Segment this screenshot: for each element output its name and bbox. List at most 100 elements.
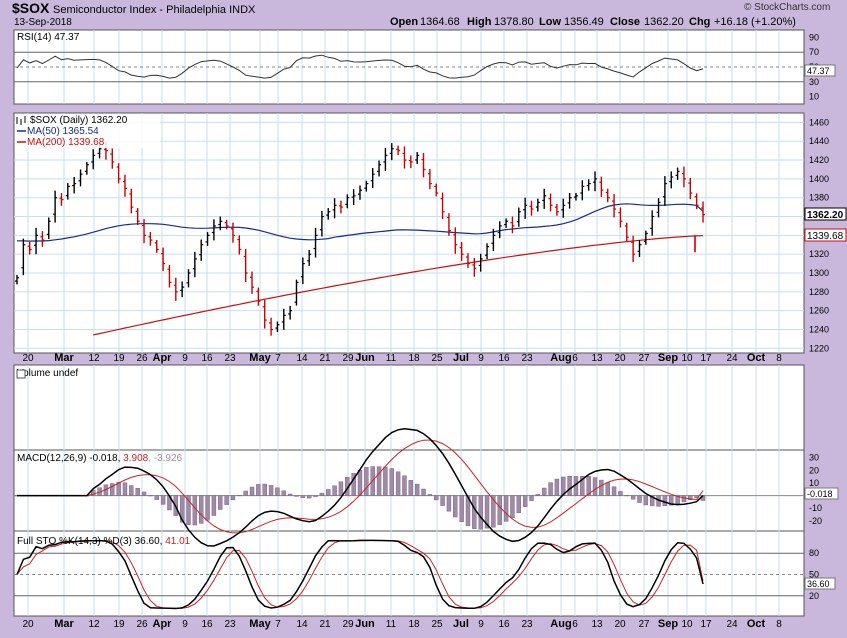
price-tick-label: 1440 xyxy=(809,136,829,146)
macd-hist-bar xyxy=(179,495,185,523)
price-label: $SOX (Daily) 1362.20 xyxy=(30,115,128,126)
macd-hist-bar xyxy=(326,489,331,496)
x-tick-label: 24 xyxy=(726,353,738,364)
macd-hist-bar xyxy=(510,495,515,519)
x-tick-label: 27 xyxy=(638,619,650,630)
sto-tick-label: 80 xyxy=(809,548,819,558)
x-tick-label: Aug xyxy=(550,618,571,630)
macd-hist-bar xyxy=(338,481,344,496)
macd-hist-bar xyxy=(453,495,458,518)
close-label: Close xyxy=(610,16,640,28)
macd-hist-bar xyxy=(135,487,140,496)
x-tick-label: Apr xyxy=(153,618,173,630)
macd-value-badge: -0.018 xyxy=(807,489,833,499)
rsi-value-badge: 47.37 xyxy=(807,66,830,76)
ma200-line xyxy=(93,235,704,336)
sto-layer xyxy=(14,539,804,610)
x-axis-price: 20 Mar 12 19 26 Apr 9 16 23 May 7 14 21 29 Jun 11 18 25 Ju… xyxy=(22,352,782,364)
macd-hist-bar xyxy=(224,495,229,505)
macd-hist-bar xyxy=(497,495,502,525)
x-tick-label: 16 xyxy=(498,619,510,630)
x-tick-label: 20 xyxy=(22,353,34,364)
price-legend: $SOX (Daily) 1362.20 MA(50) 1365.54 MA(2… xyxy=(15,114,160,148)
macd-hist-bar xyxy=(669,495,674,506)
rsi-value-badge-box xyxy=(804,64,836,77)
rsi-label: RSI(14) 47.37 xyxy=(17,32,80,43)
macd-hist-bar xyxy=(268,485,274,496)
sto-tick-label: 20 xyxy=(809,591,819,601)
x-tick-label: 10 xyxy=(681,619,693,630)
x-tick-label: Jun xyxy=(355,352,375,364)
x-tick-label: 11 xyxy=(386,353,397,364)
chart-date: 13-Sep-2018 xyxy=(14,17,72,28)
x-tick-label: 17 xyxy=(700,353,712,364)
x-tick-label: 23 xyxy=(224,619,236,630)
macd-hist-bar xyxy=(186,495,191,526)
price-tick-label: 1400 xyxy=(809,174,829,184)
price-tick-label: 1420 xyxy=(809,155,829,165)
x-tick-label: Mar xyxy=(54,618,74,630)
macd-hist-bar xyxy=(491,495,496,528)
macd-hist-bar xyxy=(218,495,223,510)
macd-hist-bar xyxy=(440,495,445,506)
x-tick-label: 7 xyxy=(275,353,281,364)
price-tick-label: 1460 xyxy=(809,117,829,127)
x-axis-bottom: 20 Mar 12 19 26 Apr 9 16 23 May 7 14 21 29 Jun 11 18 25 Ju… xyxy=(22,618,782,630)
x-tick-label: 21 xyxy=(319,619,331,630)
ma200-badge-box xyxy=(804,228,847,242)
macd-hist-bar xyxy=(116,481,121,496)
x-tick-label: Aug xyxy=(550,352,571,364)
macd-signal-value: 3.908 xyxy=(123,453,148,464)
x-tick-label: 6 xyxy=(572,619,578,630)
volume-label: Volume undef xyxy=(17,368,78,379)
sto-axis: 80 50 20 xyxy=(809,548,819,601)
x-tick-label: 13 xyxy=(591,619,603,630)
macd-hist-bar xyxy=(243,490,248,496)
close-value: 1362.20 xyxy=(644,16,684,28)
x-tick-label: 26 xyxy=(136,353,148,364)
high-label: High xyxy=(467,16,492,28)
macd-label-values: MACD(12,26,9) -0.018, xyxy=(17,453,123,464)
x-tick-label: 23 xyxy=(224,353,236,364)
price-tick-label: 1300 xyxy=(809,268,829,278)
macd-hist-bar xyxy=(605,482,610,496)
x-tick-label: Oct xyxy=(747,618,766,630)
open-value: 1364.68 xyxy=(420,16,460,28)
x-tick-label: 9 xyxy=(182,353,188,364)
price-panel xyxy=(13,112,805,354)
x-tick-label: 16 xyxy=(498,353,510,364)
sto-value-badge-box xyxy=(804,577,836,590)
x-tick-label: 19 xyxy=(113,619,125,630)
macd-hist-bar xyxy=(434,495,439,501)
rsi-tick-label: 30 xyxy=(809,77,819,87)
x-tick-label: 26 xyxy=(136,619,148,630)
x-tick-label: 9 xyxy=(478,353,484,364)
x-tick-label: 9 xyxy=(182,619,188,630)
macd-hist-bar xyxy=(554,478,560,496)
macd-hist-bar xyxy=(548,482,553,496)
macd-line xyxy=(17,427,704,547)
x-tick-label: 8 xyxy=(776,619,782,630)
x-tick-label: 13 xyxy=(591,353,603,364)
sto-k-line xyxy=(16,539,704,610)
macd-label: MACD(12,26,9) -0.018, 3.908, -3.926 xyxy=(17,453,183,464)
price-layer xyxy=(15,141,705,336)
macd-hist-bar xyxy=(275,487,280,496)
macd-hist-bar xyxy=(287,493,293,496)
symbol-title: $SOX xyxy=(12,0,50,16)
x-tick-label: 21 xyxy=(319,353,331,364)
low-label: Low xyxy=(539,16,561,28)
ma50-line xyxy=(16,203,704,242)
macd-hist-bar xyxy=(637,495,642,503)
macd-hist-bar xyxy=(148,495,153,497)
x-tick-label: 25 xyxy=(431,619,443,630)
macd-hist-bar xyxy=(249,486,255,496)
x-tick-label: 19 xyxy=(113,353,125,364)
x-tick-label: 20 xyxy=(22,619,34,630)
x-tick-label: 25 xyxy=(431,353,443,364)
macd-hist-bar xyxy=(402,475,407,496)
x-tick-label: 24 xyxy=(726,619,738,630)
macd-hist-bar xyxy=(649,495,655,507)
macd-hist-bar xyxy=(535,494,541,496)
macd-hist-bar xyxy=(681,495,687,503)
